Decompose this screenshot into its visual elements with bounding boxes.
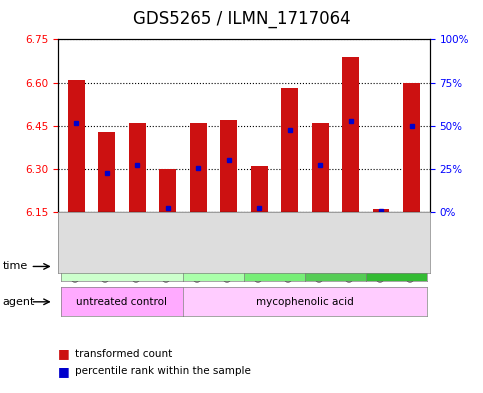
Bar [99, 132, 115, 212]
Text: agent: agent [2, 297, 35, 307]
Bar [220, 120, 237, 212]
Text: hour 48: hour 48 [315, 261, 355, 271]
Text: hour 12: hour 12 [193, 261, 234, 271]
Text: hour 24: hour 24 [254, 261, 295, 271]
Bar [312, 123, 328, 212]
Text: time: time [2, 261, 28, 271]
Bar [342, 57, 359, 212]
Bar [129, 123, 145, 212]
Text: untreated control: untreated control [76, 297, 168, 307]
Text: hour 0: hour 0 [105, 261, 139, 271]
Text: ■: ■ [58, 347, 70, 360]
Text: GDS5265 / ILMN_1717064: GDS5265 / ILMN_1717064 [133, 10, 350, 28]
Text: percentile rank within the sample: percentile rank within the sample [75, 366, 251, 376]
Bar [68, 80, 85, 212]
Bar [281, 88, 298, 212]
Text: ■: ■ [58, 365, 70, 378]
Bar [159, 169, 176, 212]
Bar [190, 123, 207, 212]
Bar [373, 209, 389, 212]
Bar [251, 166, 268, 212]
Text: hour 72: hour 72 [376, 261, 416, 271]
Bar [403, 83, 420, 212]
Text: transformed count: transformed count [75, 349, 172, 359]
Text: mycophenolic acid: mycophenolic acid [256, 297, 354, 307]
